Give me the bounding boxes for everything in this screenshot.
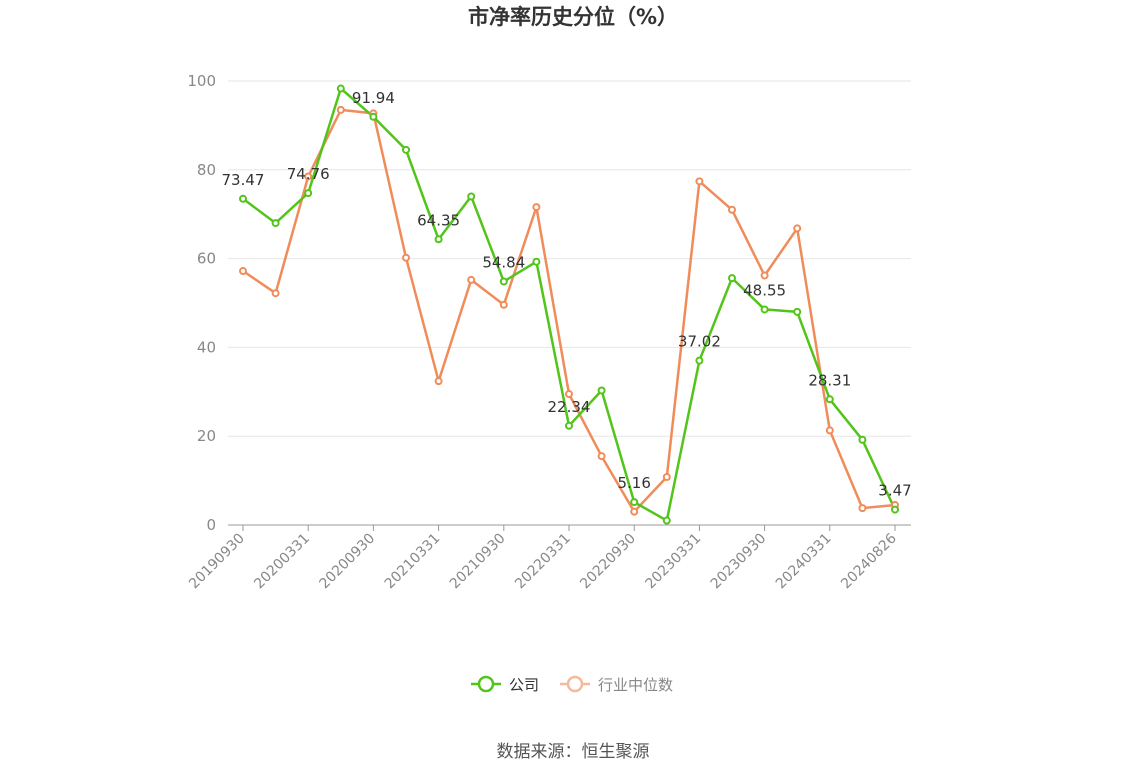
data-point <box>271 219 280 228</box>
x-tick-label: 20230331 <box>643 531 705 593</box>
data-point <box>304 189 313 198</box>
data-point <box>597 386 606 395</box>
y-tick-label: 0 <box>206 516 216 534</box>
data-label: 91.94 <box>352 89 395 107</box>
data-point <box>825 426 834 435</box>
source-note: 数据来源：恒生聚源 <box>497 742 650 762</box>
y-axis: 0 20 40 60 80 100 <box>187 72 216 534</box>
data-point <box>695 356 704 365</box>
data-point <box>499 300 508 309</box>
series-points <box>239 84 899 525</box>
data-point <box>858 504 867 513</box>
legend[interactable]: 公司 行业中位数 <box>471 675 673 694</box>
data-point <box>434 235 443 244</box>
x-tick-label: 20220930 <box>577 531 639 593</box>
y-tick-label: 100 <box>187 72 216 90</box>
x-axis: 20190930 20200331 20200930 20210331 20210930… <box>186 524 911 593</box>
data-point <box>336 84 345 93</box>
data-point <box>565 421 573 430</box>
data-label: 74.76 <box>287 165 330 183</box>
x-tick-label: 20220331 <box>512 531 574 593</box>
data-point <box>662 516 671 525</box>
data-point <box>793 224 802 233</box>
data-label: 48.55 <box>743 281 786 299</box>
data-label: 28.31 <box>808 371 851 389</box>
data-point <box>467 275 476 284</box>
x-tick-label: 20240826 <box>838 530 900 592</box>
data-point <box>532 257 541 266</box>
data-point <box>402 145 410 154</box>
data-point <box>858 435 867 444</box>
data-label: 54.84 <box>482 254 525 272</box>
data-point <box>304 172 313 181</box>
data-point <box>695 177 704 186</box>
x-tick-label: 20190930 <box>186 531 248 593</box>
data-label: 64.35 <box>417 211 460 229</box>
x-tick-label: 20230930 <box>708 531 770 593</box>
data-point <box>239 194 247 203</box>
y-tick-label: 40 <box>197 338 216 356</box>
data-point <box>728 274 736 283</box>
data-point <box>467 192 476 201</box>
x-tick-label: 20200930 <box>317 531 379 593</box>
data-point <box>499 277 508 286</box>
legend-marker-1 <box>566 675 584 693</box>
data-point <box>434 377 443 386</box>
data-point <box>630 498 639 507</box>
legend-label-0: 公司 <box>509 676 539 694</box>
x-tick-label: 20210930 <box>447 531 509 593</box>
data-point <box>402 253 410 262</box>
data-point <box>336 105 345 114</box>
data-point <box>760 305 769 314</box>
data-point <box>239 267 247 276</box>
data-label: 22.34 <box>548 398 591 416</box>
data-point <box>760 271 769 280</box>
data-point <box>565 390 573 399</box>
chart-title: 市净率历史分位（%） <box>468 5 678 29</box>
data-point <box>793 307 802 316</box>
data-point <box>532 203 541 212</box>
y-tick-label: 20 <box>197 427 216 445</box>
data-label: 3.47 <box>878 482 911 500</box>
data-point <box>662 473 671 482</box>
data-point <box>825 395 834 404</box>
data-point <box>369 112 378 121</box>
x-tick-label: 20200331 <box>251 531 313 593</box>
data-label: 5.16 <box>617 474 650 492</box>
data-label: 37.02 <box>678 333 721 351</box>
grid <box>228 80 911 437</box>
series-line-0 <box>242 87 897 522</box>
x-tick-label: 20210331 <box>382 531 444 593</box>
data-point <box>891 505 899 514</box>
legend-marker-0 <box>477 675 495 693</box>
y-tick-label: 80 <box>197 161 216 179</box>
data-point <box>597 452 606 461</box>
data-point <box>630 507 639 516</box>
y-tick-label: 60 <box>197 250 216 268</box>
legend-label-1: 行业中位数 <box>598 676 673 694</box>
x-tick-label: 20240331 <box>773 531 835 593</box>
data-point <box>728 205 736 214</box>
data-label: 73.47 <box>222 171 265 189</box>
data-labels: 73.47 74.76 91.94 64.35 54.84 22.34 5.16 37.02 4… <box>222 89 912 500</box>
data-point <box>271 289 280 298</box>
series-lines <box>242 87 897 522</box>
